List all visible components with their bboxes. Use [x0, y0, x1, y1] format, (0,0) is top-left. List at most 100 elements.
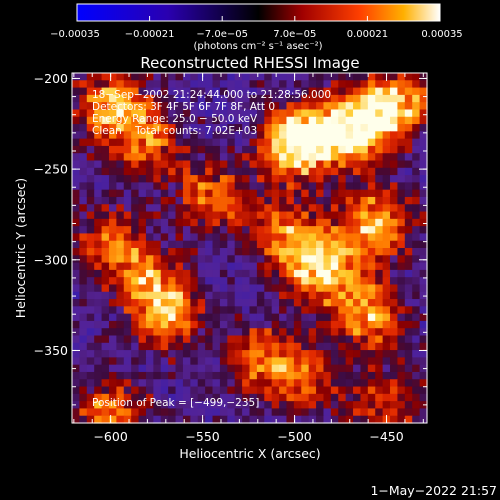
heatmap-cell [116, 167, 125, 176]
heatmap-cell [293, 94, 302, 103]
heatmap-cell [212, 218, 221, 227]
heatmap-cell [249, 299, 258, 307]
heatmap-cell [205, 102, 214, 111]
heatmap-cell [338, 313, 347, 322]
heatmap-cell [316, 226, 325, 235]
heatmap-cell [286, 204, 295, 213]
heatmap-cell [101, 277, 110, 286]
heatmap-cell [256, 342, 265, 351]
heatmap-cell [390, 277, 399, 286]
heatmap-cell [382, 306, 391, 315]
heatmap-cell [271, 138, 280, 147]
heatmap-cell [79, 320, 88, 329]
heatmap-cell [116, 379, 125, 388]
heatmap-cell [249, 233, 258, 242]
heatmap-cell [175, 204, 184, 213]
heatmap-cell [182, 124, 191, 132]
heatmap-cell [360, 233, 369, 242]
heatmap-cell [264, 196, 273, 205]
heatmap-cell [301, 167, 310, 176]
heatmap-cell [94, 138, 103, 147]
heatmap-cell [330, 415, 339, 424]
heatmap-cell [367, 306, 376, 315]
heatmap-cell [123, 248, 132, 256]
heatmap-cell [397, 401, 406, 410]
heatmap-cell [382, 379, 391, 388]
heatmap-cell [271, 80, 280, 89]
heatmap-cell [168, 73, 177, 81]
heatmap-cell [264, 218, 273, 227]
heatmap-cell [131, 328, 140, 337]
heatmap-cell [390, 269, 399, 278]
heatmap-cell [175, 393, 184, 402]
heatmap-cell [101, 131, 110, 140]
heatmap-cell [249, 248, 258, 256]
heatmap-cell [227, 160, 236, 169]
heatmap-cell [308, 204, 317, 213]
heatmap-cell [390, 320, 399, 329]
heatmap-cell [316, 240, 325, 249]
heatmap-cell [390, 189, 399, 198]
heatmap-cell [397, 145, 406, 154]
heatmap-cell [145, 342, 154, 351]
heatmap-cell [390, 109, 399, 118]
heatmap-cell [323, 248, 332, 256]
heatmap-cell [353, 313, 362, 322]
heatmap-cell [242, 160, 251, 169]
heatmap-cell [404, 342, 413, 351]
heatmap-cell [412, 94, 421, 103]
heatmap-cell [338, 269, 347, 278]
heatmap-cell [72, 306, 80, 315]
heatmap-cell [390, 306, 399, 315]
heatmap-cell [79, 299, 88, 307]
heatmap-cell [338, 248, 347, 256]
heatmap-cell [404, 313, 413, 322]
heatmap-cell [419, 116, 428, 125]
heatmap-cell [419, 284, 428, 293]
heatmap-cell [123, 87, 132, 96]
heatmap-cell [234, 226, 243, 235]
heatmap-cell [160, 87, 169, 96]
heatmap-cell [412, 335, 421, 344]
heatmap-cell [145, 175, 154, 183]
heatmap-cell [345, 306, 354, 315]
heatmap-cell [293, 371, 302, 380]
heatmap-cell [293, 408, 302, 417]
heatmap-cell [264, 240, 273, 249]
heatmap-cell [301, 196, 310, 205]
heatmap-cell [286, 255, 295, 264]
heatmap-cell [279, 277, 288, 286]
heatmap-cell [404, 131, 413, 140]
heatmap-cell [264, 364, 273, 373]
heatmap-cell [308, 291, 317, 300]
heatmap-cell [308, 277, 317, 286]
heatmap-cell [153, 269, 162, 278]
heatmap-cell [197, 255, 206, 264]
heatmap-cell [375, 182, 384, 191]
heatmap-cell [182, 277, 191, 286]
heatmap-cell [116, 182, 125, 191]
heatmap-cell [131, 379, 140, 388]
heatmap-cell [293, 204, 302, 213]
heatmap-cell [390, 415, 399, 424]
heatmap-cell [212, 291, 221, 300]
heatmap-cell [101, 175, 110, 183]
heatmap-cell [101, 138, 110, 147]
heatmap-cell [308, 364, 317, 373]
heatmap-cell [160, 182, 169, 191]
heatmap-cell [301, 80, 310, 89]
heatmap-cell [338, 167, 347, 176]
heatmap-cell [190, 226, 199, 235]
heatmap-cell [397, 189, 406, 198]
heatmap-cell [338, 204, 347, 213]
heatmap-cell [338, 379, 347, 388]
heatmap-cell [168, 277, 177, 286]
heatmap-cell [330, 102, 339, 111]
heatmap-cell [153, 408, 162, 417]
heatmap-cell [219, 109, 228, 118]
heatmap-cell [404, 204, 413, 213]
heatmap-cell [271, 277, 280, 286]
heatmap-cell [79, 204, 88, 213]
colorbar-tick-label: 0.00021 [347, 29, 388, 40]
heatmap-cell [160, 350, 169, 358]
